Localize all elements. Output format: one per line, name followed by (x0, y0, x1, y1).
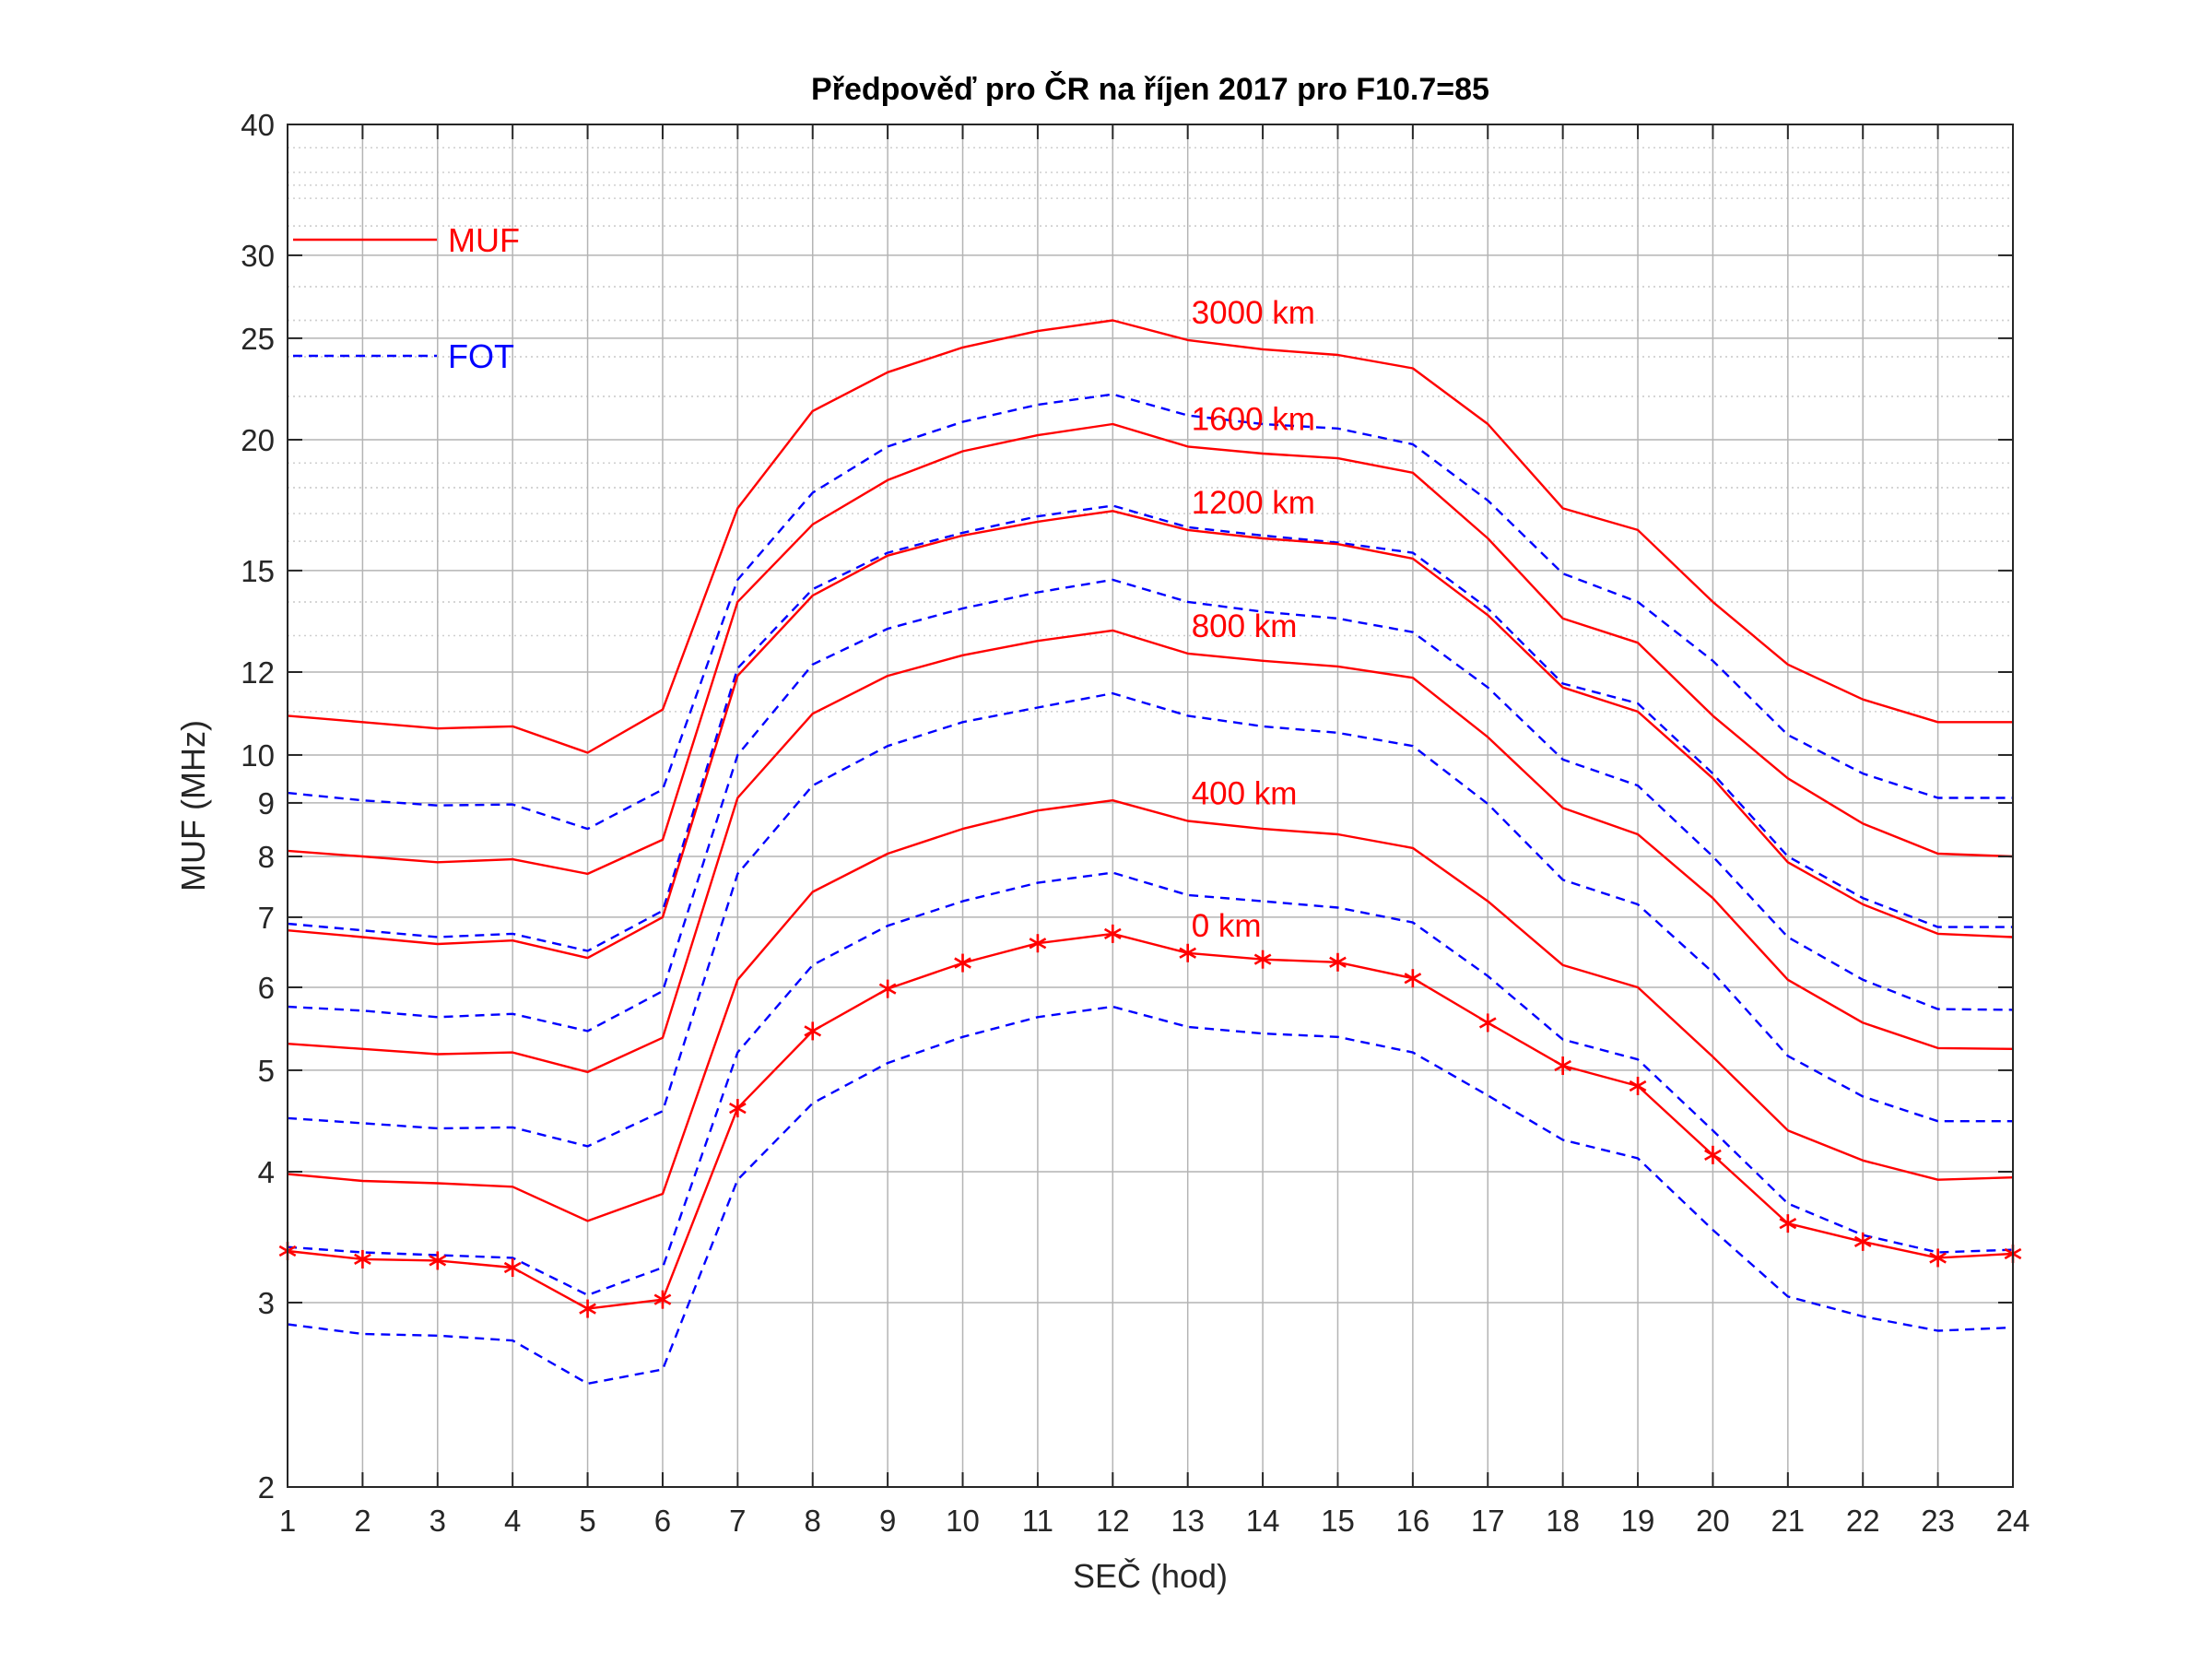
data-point-marker (804, 1021, 822, 1041)
y-tick-label: 2 (258, 1470, 275, 1505)
muf-line-0 (287, 319, 2013, 754)
legend-label-fot: FOT (448, 337, 514, 375)
fot-line-7 (287, 691, 2013, 1148)
x-tick-label: 21 (1771, 1504, 1805, 1538)
data-point-marker (1853, 1232, 1872, 1251)
y-axis-label: MUF (MHz) (174, 720, 212, 891)
legend-label-muf: MUF (448, 221, 520, 259)
series-label: 800 km (1192, 608, 1298, 644)
x-tick-label: 19 (1621, 1504, 1655, 1538)
x-tick-label: 20 (1696, 1504, 1730, 1538)
data-point-marker (1253, 950, 1272, 969)
x-tick-label: 7 (729, 1504, 746, 1538)
x-tick-label: 22 (1846, 1504, 1880, 1538)
data-point-marker (1779, 1214, 1797, 1233)
data-point-marker (1629, 1076, 1647, 1095)
x-tick-label: 2 (354, 1504, 371, 1538)
x-tick-label: 9 (879, 1504, 896, 1538)
data-point-marker (1478, 1013, 1497, 1033)
muf-line-10 (287, 932, 2014, 1310)
series-label: 1200 km (1192, 485, 1315, 521)
data-point-marker (1179, 943, 1197, 962)
data-point-marker (579, 1299, 596, 1318)
x-tick-label: 13 (1171, 1504, 1205, 1538)
x-tick-label: 4 (504, 1504, 521, 1538)
y-tick-label: 30 (241, 239, 275, 273)
series-label: 400 km (1192, 776, 1298, 812)
x-axis-label: SEČ (hod) (1073, 1557, 1228, 1595)
x-tick-label: 12 (1096, 1504, 1130, 1538)
x-tick-label: 5 (579, 1504, 595, 1538)
series-label: 1600 km (1192, 401, 1315, 437)
plot-area (288, 124, 2013, 1487)
data-point-marker (1404, 969, 1422, 988)
grid-layer (287, 124, 2014, 1488)
series-label: 3000 km (1192, 295, 1315, 331)
x-tick-label: 3 (429, 1504, 446, 1538)
y-tick-label: 15 (241, 554, 275, 588)
data-point-marker (1029, 934, 1047, 953)
data-point-marker (954, 953, 971, 973)
x-tick-label: 8 (805, 1504, 821, 1538)
fot-line-1 (287, 393, 2013, 831)
x-tick-label: 10 (946, 1504, 980, 1538)
muf-line-2 (287, 422, 2014, 876)
fot-line-9 (287, 871, 2014, 1297)
x-tick-label: 14 (1246, 1504, 1280, 1538)
data-point-marker (1929, 1248, 1947, 1268)
y-tick-label: 12 (241, 655, 275, 690)
series-label-layer: 3000 km 1600 km 1200 km 800 km 400 km 0 km (1192, 295, 1315, 944)
y-tick-label: 20 (241, 423, 275, 457)
series-label: 0 km (1192, 908, 1262, 944)
y-tick-label: 40 (241, 108, 275, 142)
x-tick-label: 15 (1321, 1504, 1355, 1538)
fot-line-5 (287, 578, 2014, 1033)
data-point-marker (1329, 952, 1347, 972)
plot-frame (287, 124, 2014, 1488)
y-tick-label: 5 (258, 1054, 275, 1088)
y-tick-label: 4 (258, 1155, 275, 1189)
y-tick-label: 8 (258, 840, 275, 874)
series-layer (278, 319, 2022, 1386)
tick-layer: 1 2 3 4 5 6 7 8 9 10 11 12 13 14 15 16 17 18 19 20 21 22 23 242… (241, 108, 2030, 1538)
data-point-marker (429, 1251, 447, 1270)
y-tick-label: 7 (258, 901, 275, 935)
chart-title: Předpověď pro ČR na říjen 2017 pro F10.7… (811, 71, 1489, 107)
data-point-marker (729, 1099, 747, 1118)
x-tick-label: 11 (1022, 1504, 1053, 1538)
x-tick-label: 6 (654, 1504, 671, 1538)
muf-line-8 (287, 799, 2014, 1222)
muf-line-6 (287, 629, 2014, 1074)
x-tick-label: 18 (1546, 1504, 1580, 1538)
x-tick-label: 16 (1396, 1504, 1430, 1538)
y-tick-label: 25 (241, 322, 275, 356)
data-point-marker (503, 1257, 522, 1277)
y-tick-label: 10 (241, 738, 275, 773)
x-tick-label: 17 (1471, 1504, 1505, 1538)
data-point-marker (1103, 924, 1122, 943)
x-tick-label: 23 (1921, 1504, 1955, 1538)
x-tick-label: 1 (279, 1504, 296, 1538)
data-point-marker (878, 979, 897, 998)
muf-line-4 (287, 510, 2014, 960)
y-tick-label: 3 (258, 1286, 275, 1320)
legend: MUF FOT (293, 221, 520, 375)
data-point-marker (1704, 1145, 1722, 1164)
data-point-marker (354, 1249, 371, 1269)
data-point-marker (1554, 1056, 1571, 1076)
y-tick-label: 6 (258, 971, 275, 1005)
x-tick-label: 24 (1996, 1504, 2030, 1538)
fot-line-11 (287, 1005, 2014, 1386)
fot-line-3 (287, 504, 2013, 952)
data-point-marker (653, 1290, 672, 1309)
y-tick-label: 9 (258, 786, 275, 820)
